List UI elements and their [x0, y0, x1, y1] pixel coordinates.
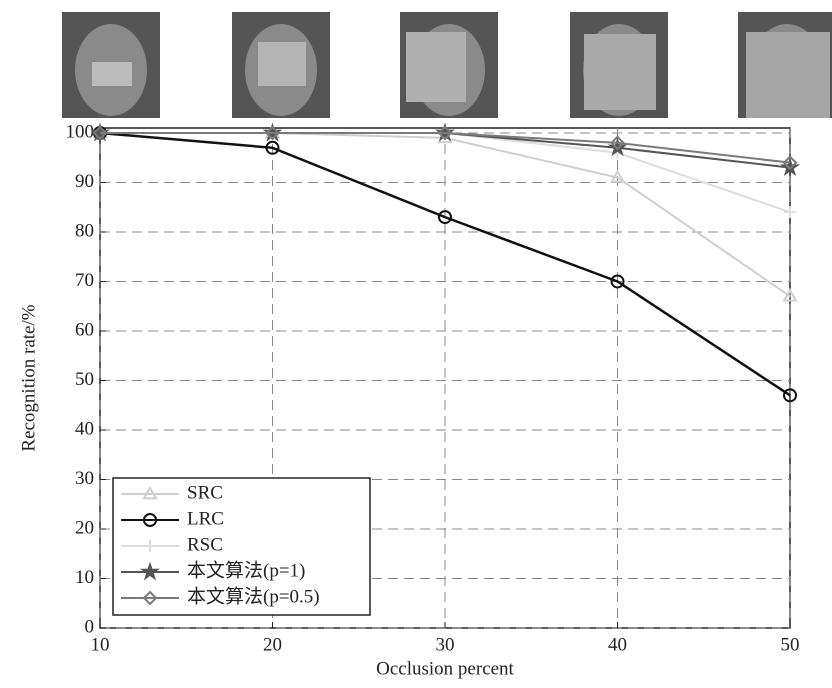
marker	[609, 169, 626, 183]
legend-label: 本文算法(p=1)	[187, 559, 305, 581]
x-tick-label: 10	[91, 634, 110, 655]
marker	[265, 140, 280, 155]
legend: SRC LRC RSC 本文算法(p=1) 本文算法(p=0.5)	[112, 477, 371, 616]
marker	[438, 210, 452, 225]
x-tick-label: 30	[436, 634, 455, 655]
y-tick-label: 30	[75, 468, 94, 489]
face-thumbnails	[62, 12, 832, 118]
series-line	[100, 131, 791, 164]
marker	[782, 155, 798, 171]
legend-label: SRC	[187, 482, 223, 503]
marker	[437, 125, 453, 141]
marker	[92, 125, 108, 141]
legend-label: LRC	[187, 508, 224, 529]
y-tick-label: 0	[85, 616, 95, 637]
series-line	[99, 131, 791, 397]
marker	[607, 137, 628, 157]
y-tick-label: 80	[75, 220, 94, 241]
y-tick-label: 90	[75, 171, 94, 192]
y-tick-label: 20	[75, 517, 94, 538]
y-tick-label: 70	[75, 270, 94, 291]
legend-label: RSC	[187, 534, 223, 555]
marker	[265, 125, 280, 141]
legend-marker	[143, 513, 157, 527]
x-tick-label: 50	[781, 634, 800, 655]
marker	[610, 135, 625, 151]
marker	[610, 274, 625, 289]
y-tick-label: 40	[75, 418, 94, 439]
y-tick-label: 10	[75, 567, 94, 588]
x-axis-label: Occlusion percent	[376, 658, 514, 679]
y-tick-label: 100	[66, 121, 95, 142]
legend-marker	[140, 561, 160, 581]
y-tick-label: 60	[75, 319, 94, 340]
marker	[783, 388, 797, 403]
legend-marker	[142, 486, 158, 500]
y-axis-label: Recognition rate/%	[18, 304, 39, 451]
marker	[784, 206, 796, 219]
marker	[782, 288, 798, 302]
x-tick-label: 40	[608, 634, 627, 655]
x-tick-label: 20	[263, 634, 282, 655]
legend-marker	[142, 590, 158, 606]
y-tick-label: 50	[75, 369, 94, 390]
legend-label: 本文算法(p=0.5)	[187, 585, 320, 607]
legend-marker	[144, 540, 156, 552]
marker	[780, 157, 800, 177]
